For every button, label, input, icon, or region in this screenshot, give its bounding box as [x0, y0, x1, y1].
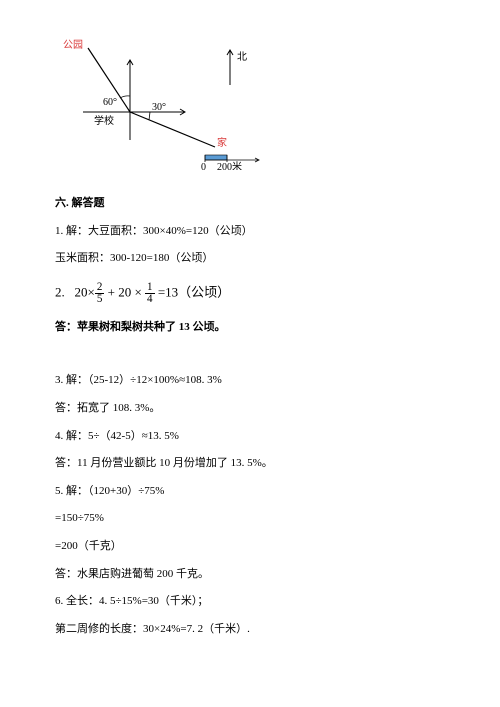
q5-line-b: =150÷75%: [55, 510, 445, 528]
q1-line-b: 玉米面积：300-120=180（公顷）: [55, 250, 445, 268]
school-label: 学校: [94, 114, 114, 127]
scale-bar: [205, 155, 227, 160]
q2-p-a: 20×: [75, 284, 95, 299]
q4-line-b: 答：11 月份营业额比 10 月份增加了 13. 5%。: [55, 455, 445, 473]
angle-30: 30°: [152, 102, 166, 113]
q6-line-a: 6. 全长：4. 5÷15%=30（千米）；: [55, 593, 445, 611]
q2-p-c: =13（公顷）: [155, 284, 231, 299]
q3-line-b: 答：拓宽了 108. 3%。: [55, 400, 445, 418]
home-label: 家: [217, 136, 227, 149]
section-title: 六. 解答题: [55, 195, 445, 213]
angle-60: 60°: [103, 97, 117, 108]
direction-diagram: 北 60° 30° 公园 学校 家 0 200米: [55, 30, 275, 170]
q2-prefix: 2.: [55, 284, 65, 299]
q3-line-a: 3. 解：（25-12）÷12×100%≈108. 3%: [55, 372, 445, 390]
q2-formula: 2. 20×25 + 20 × 14 =13（公顷）: [55, 282, 445, 305]
q5-line-d: 答：水果店购进葡萄 200 千克。: [55, 566, 445, 584]
q4-line-a: 4. 解：5÷（42-5）≈13. 5%: [55, 428, 445, 446]
scale-end: 200米: [217, 160, 242, 170]
park-label: 公园: [63, 39, 83, 51]
diagram-svg: 北 60° 30° 公园 学校 家 0 200米: [55, 30, 275, 170]
q5-line-c: =200（千克）: [55, 538, 445, 556]
q2-answer: 答：苹果树和梨树共种了 13 公顷。: [55, 319, 445, 337]
frac-1-4: 14: [145, 282, 155, 305]
q2-p-b: + 20 ×: [104, 284, 145, 299]
frac-2-5: 25: [95, 282, 105, 305]
q5-line-a: 5. 解：（120+30）÷75%: [55, 483, 445, 501]
north-label: 北: [237, 51, 247, 63]
scale-zero: 0: [201, 162, 206, 170]
q1-line-a: 1. 解：大豆面积：300×40%=120（公顷）: [55, 223, 445, 241]
q6-line-b: 第二周修的长度：30×24%=7. 2（千米）.: [55, 621, 445, 639]
